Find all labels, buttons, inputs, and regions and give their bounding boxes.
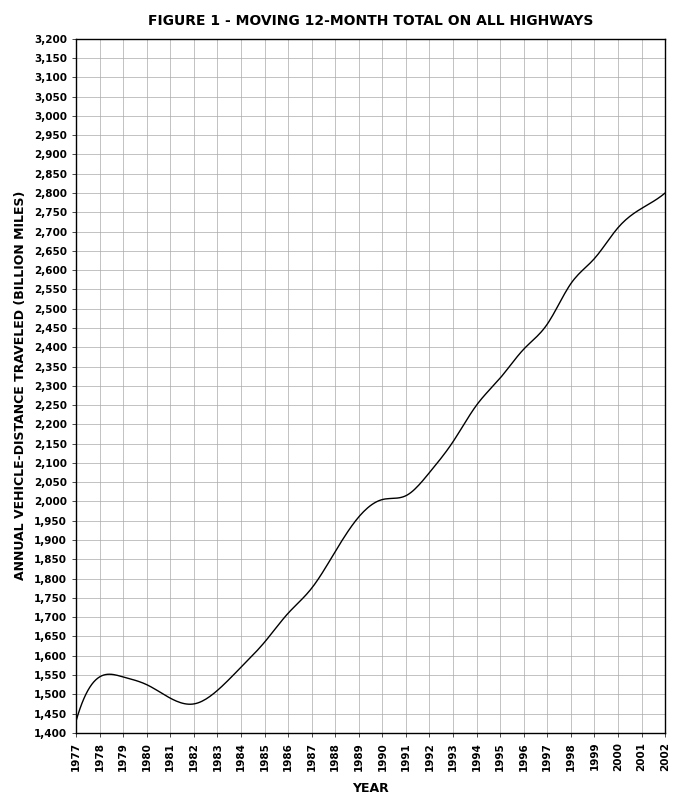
X-axis label: YEAR: YEAR [352, 782, 389, 795]
Title: FIGURE 1 - MOVING 12-MONTH TOTAL ON ALL HIGHWAYS: FIGURE 1 - MOVING 12-MONTH TOTAL ON ALL … [148, 14, 593, 28]
Y-axis label: ANNUAL VEHICLE-DISTANCE TRAVELED (BILLION MILES): ANNUAL VEHICLE-DISTANCE TRAVELED (BILLIO… [14, 191, 27, 581]
